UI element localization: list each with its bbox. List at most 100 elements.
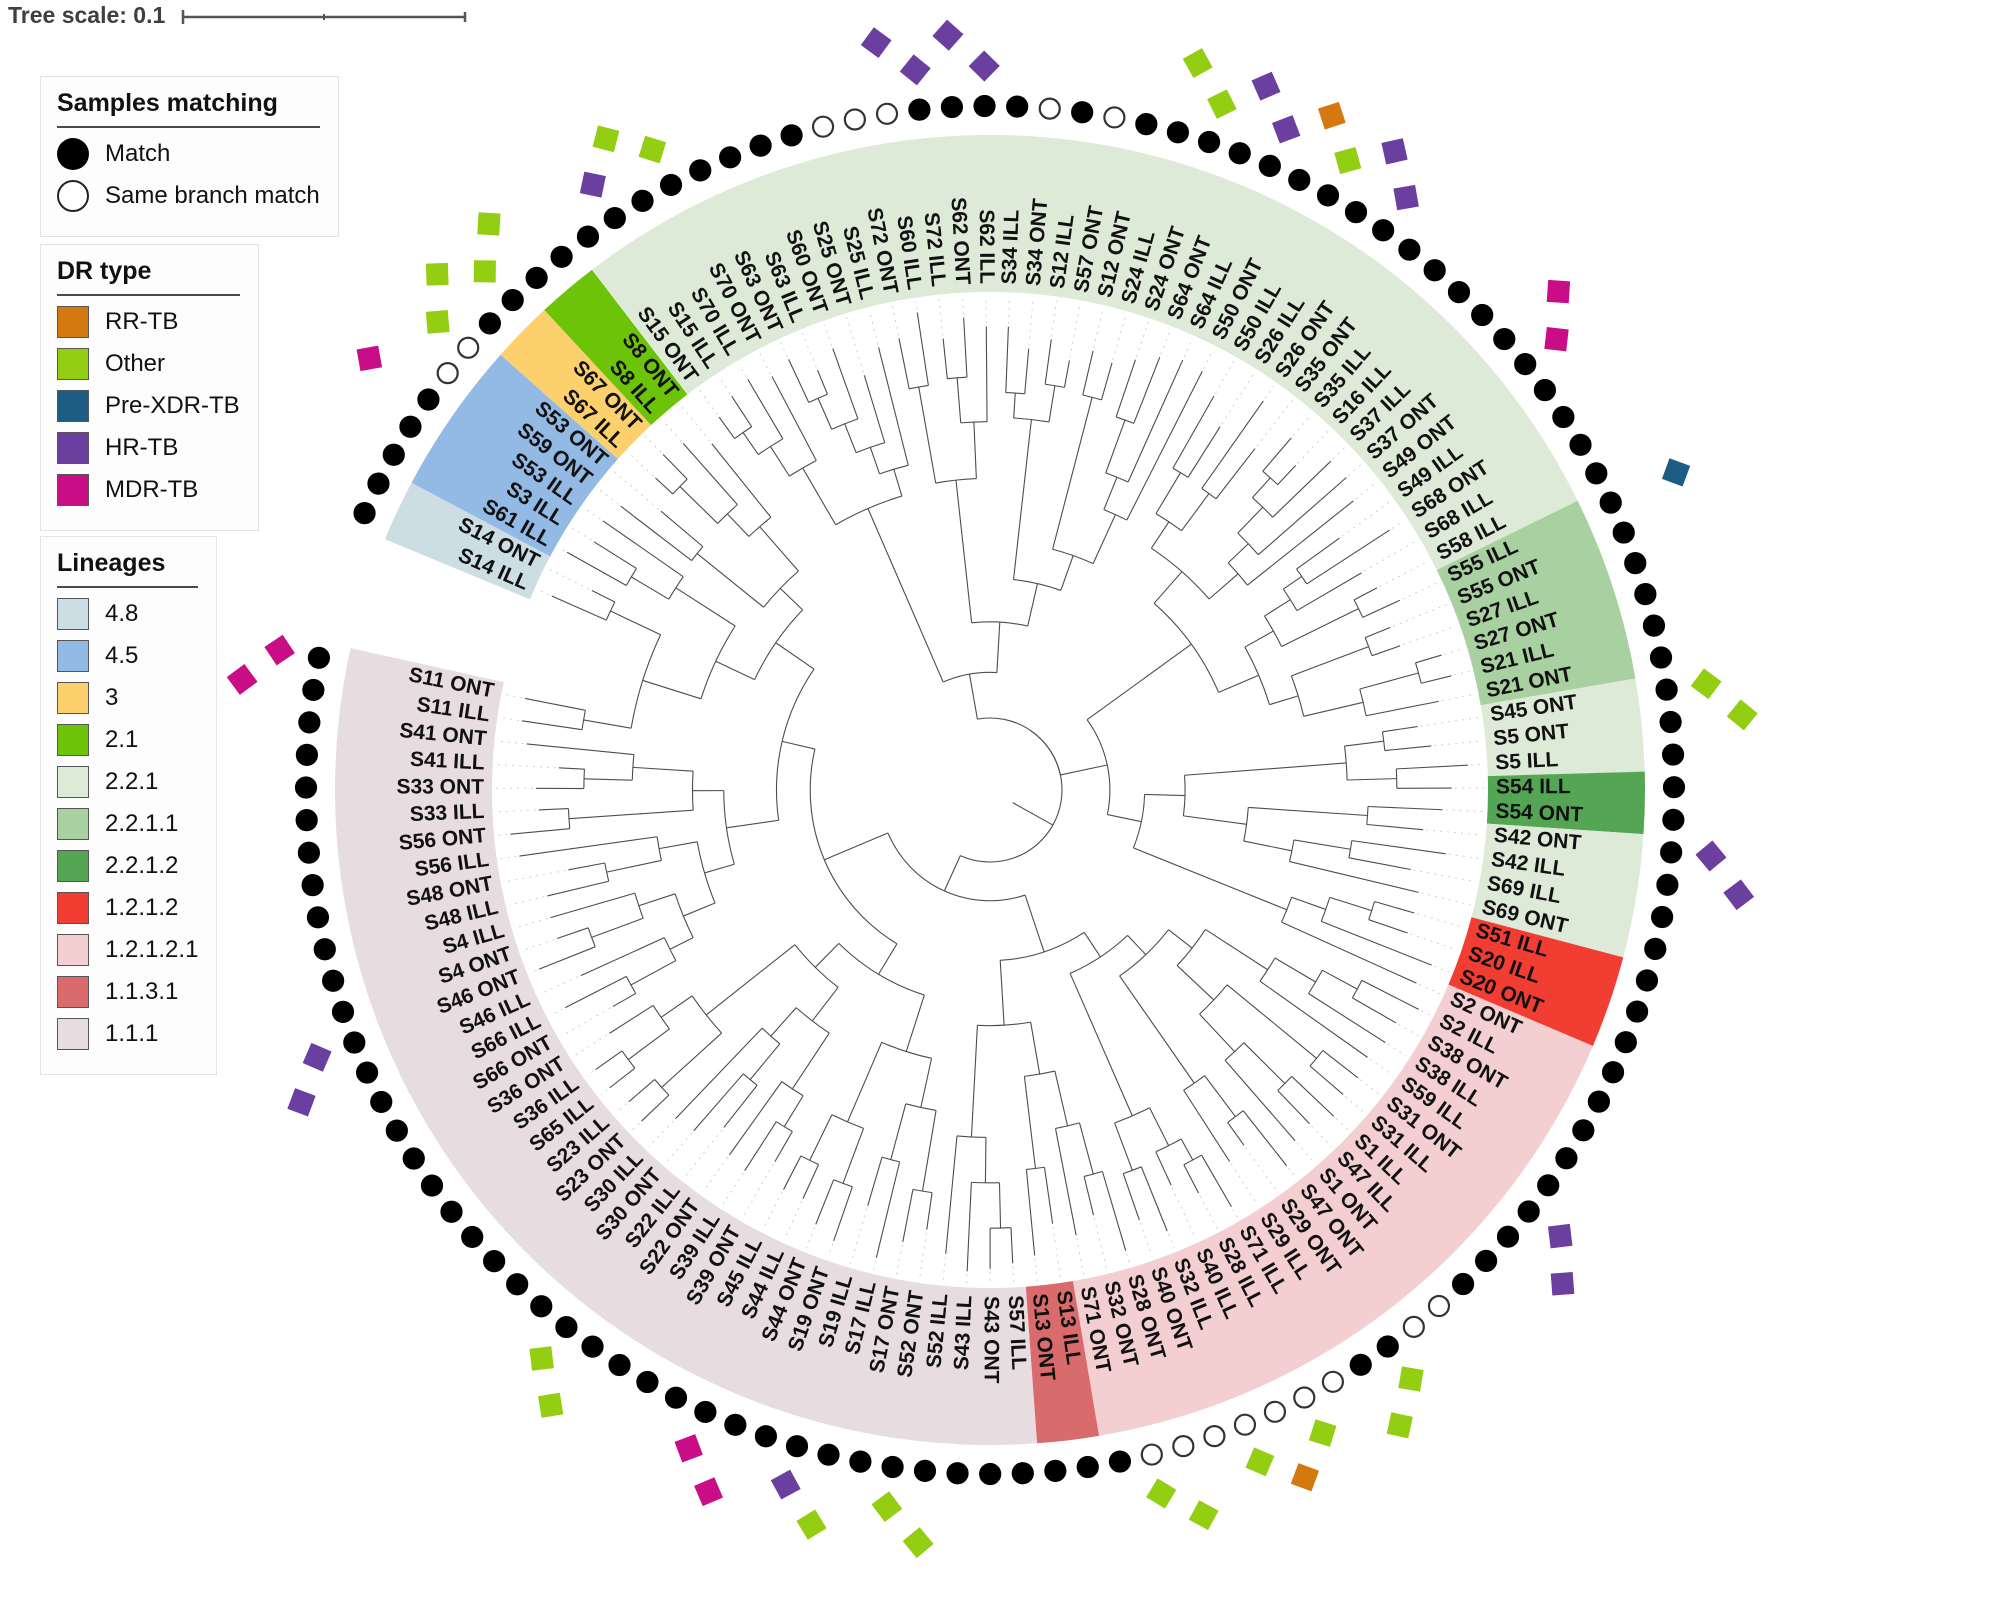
guide-line — [1221, 372, 1255, 425]
branch-radial — [568, 862, 605, 871]
branch-radial — [642, 679, 702, 700]
match-marker-filled — [754, 1425, 778, 1448]
match-marker-filled — [1398, 238, 1421, 261]
guide-line — [1292, 414, 1312, 436]
guide-line — [1398, 1023, 1419, 1037]
branch-radial — [1361, 979, 1419, 1010]
match-marker-filled — [399, 415, 422, 438]
guide-line — [1413, 869, 1476, 883]
match-marker-filled — [1316, 184, 1340, 207]
match-marker-filled — [302, 678, 325, 702]
match-marker-open — [1427, 1294, 1451, 1318]
lineage-item-label: 1.2.1.2 — [105, 894, 179, 921]
match-marker-filled — [483, 1250, 506, 1273]
branch-radial — [715, 660, 755, 681]
branch-radial — [1155, 1151, 1172, 1186]
leaf-label: S41 ILL — [410, 748, 486, 775]
branch-radial — [1199, 1013, 1236, 1052]
branch-radial — [609, 1004, 654, 1034]
branch-radial — [867, 508, 944, 683]
leaf-label: S62 ONT — [946, 197, 974, 286]
dr-marker-hr — [932, 19, 964, 51]
branch-radial — [1365, 700, 1439, 717]
branch-radial — [759, 526, 799, 572]
dr-marker-other — [871, 1491, 903, 1523]
dr-type-item-2: Pre-XDR-TB — [57, 390, 240, 422]
guide-line — [722, 1172, 744, 1206]
lineage-item-10: 1.1.1 — [57, 1018, 198, 1050]
branch-radial — [718, 416, 736, 439]
branch-radial — [655, 477, 674, 495]
leaf-label: S33 ONT — [396, 775, 484, 798]
lineage-band — [1448, 917, 1624, 1046]
match-marker-filled — [1649, 646, 1673, 669]
guide-line — [1069, 304, 1081, 358]
match-marker-filled — [881, 1455, 904, 1479]
match-marker-filled — [1612, 521, 1635, 544]
match-marker-filled — [1474, 1249, 1498, 1273]
match-marker-open — [1103, 106, 1126, 129]
guide-line — [573, 1034, 608, 1057]
branch-radial — [538, 946, 596, 970]
branch-radial — [1082, 350, 1094, 396]
branch-radial — [565, 975, 627, 1009]
guide-line — [1256, 399, 1294, 447]
lineage-item-label: 1.1.1 — [105, 1020, 159, 1047]
guide-line — [1171, 1187, 1197, 1240]
branch-radial — [966, 1182, 972, 1272]
lineage-bands — [335, 135, 1645, 1445]
leaf-label: S34 ILL — [998, 209, 1024, 285]
guide-line — [571, 527, 592, 541]
branch-radial — [1208, 573, 1239, 600]
guide-line — [1199, 1195, 1218, 1229]
branch-radial — [1127, 935, 1147, 956]
lineage-swatch-icon — [57, 976, 89, 1008]
match-marker-filled — [1006, 95, 1029, 118]
dr-type-item-label: Pre-XDR-TB — [105, 392, 240, 419]
branch-radial — [916, 312, 929, 386]
match-marker-filled — [525, 266, 548, 289]
branch-radial — [1201, 400, 1264, 489]
branch-radial — [1069, 973, 1133, 1117]
branch-radial — [1367, 805, 1443, 811]
guide-line — [1135, 321, 1149, 358]
branch-radial — [1283, 576, 1303, 590]
match-marker-filled — [353, 502, 376, 525]
match-marker-filled — [719, 146, 742, 169]
match-marker-filled — [940, 95, 964, 119]
branch-radial — [1043, 1167, 1054, 1224]
match-marker-filled — [555, 1315, 578, 1339]
match-marker-filled — [370, 1090, 393, 1114]
branch-radial — [1030, 1022, 1041, 1075]
branch-radial — [1347, 778, 1397, 781]
lineage-swatch-icon — [57, 766, 89, 798]
branch-radial — [863, 375, 886, 443]
match-marker-filled — [785, 1435, 809, 1458]
branch-radial — [1322, 969, 1358, 990]
guide-line — [1311, 1125, 1333, 1148]
match-marker-open — [1233, 1413, 1257, 1436]
branch-radial — [584, 778, 633, 781]
dr-marker-hr — [302, 1042, 332, 1072]
branch-radial — [1277, 465, 1297, 485]
lineage-swatch-icon — [57, 640, 89, 672]
branch-radial — [1248, 806, 1368, 817]
branch-radial — [1060, 764, 1108, 776]
guide-line — [680, 404, 711, 442]
lineage-band — [544, 269, 688, 426]
branch-radial — [1382, 726, 1418, 733]
branch-radial — [1384, 745, 1432, 752]
guide-line — [1167, 1233, 1175, 1249]
branch-radial — [1291, 646, 1369, 677]
lineage-item-label: 1.1.3.1 — [105, 978, 179, 1005]
guide-line — [1297, 430, 1330, 464]
match-marker-open — [811, 115, 835, 138]
guide-line — [584, 507, 601, 520]
branch-radial — [1362, 599, 1401, 618]
dr-type-item-label: MDR-TB — [105, 476, 199, 503]
branch-radial — [1172, 395, 1215, 469]
branch-radial — [1252, 477, 1271, 499]
guide-line — [1434, 965, 1450, 973]
lineage-item-3: 2.1 — [57, 724, 198, 756]
